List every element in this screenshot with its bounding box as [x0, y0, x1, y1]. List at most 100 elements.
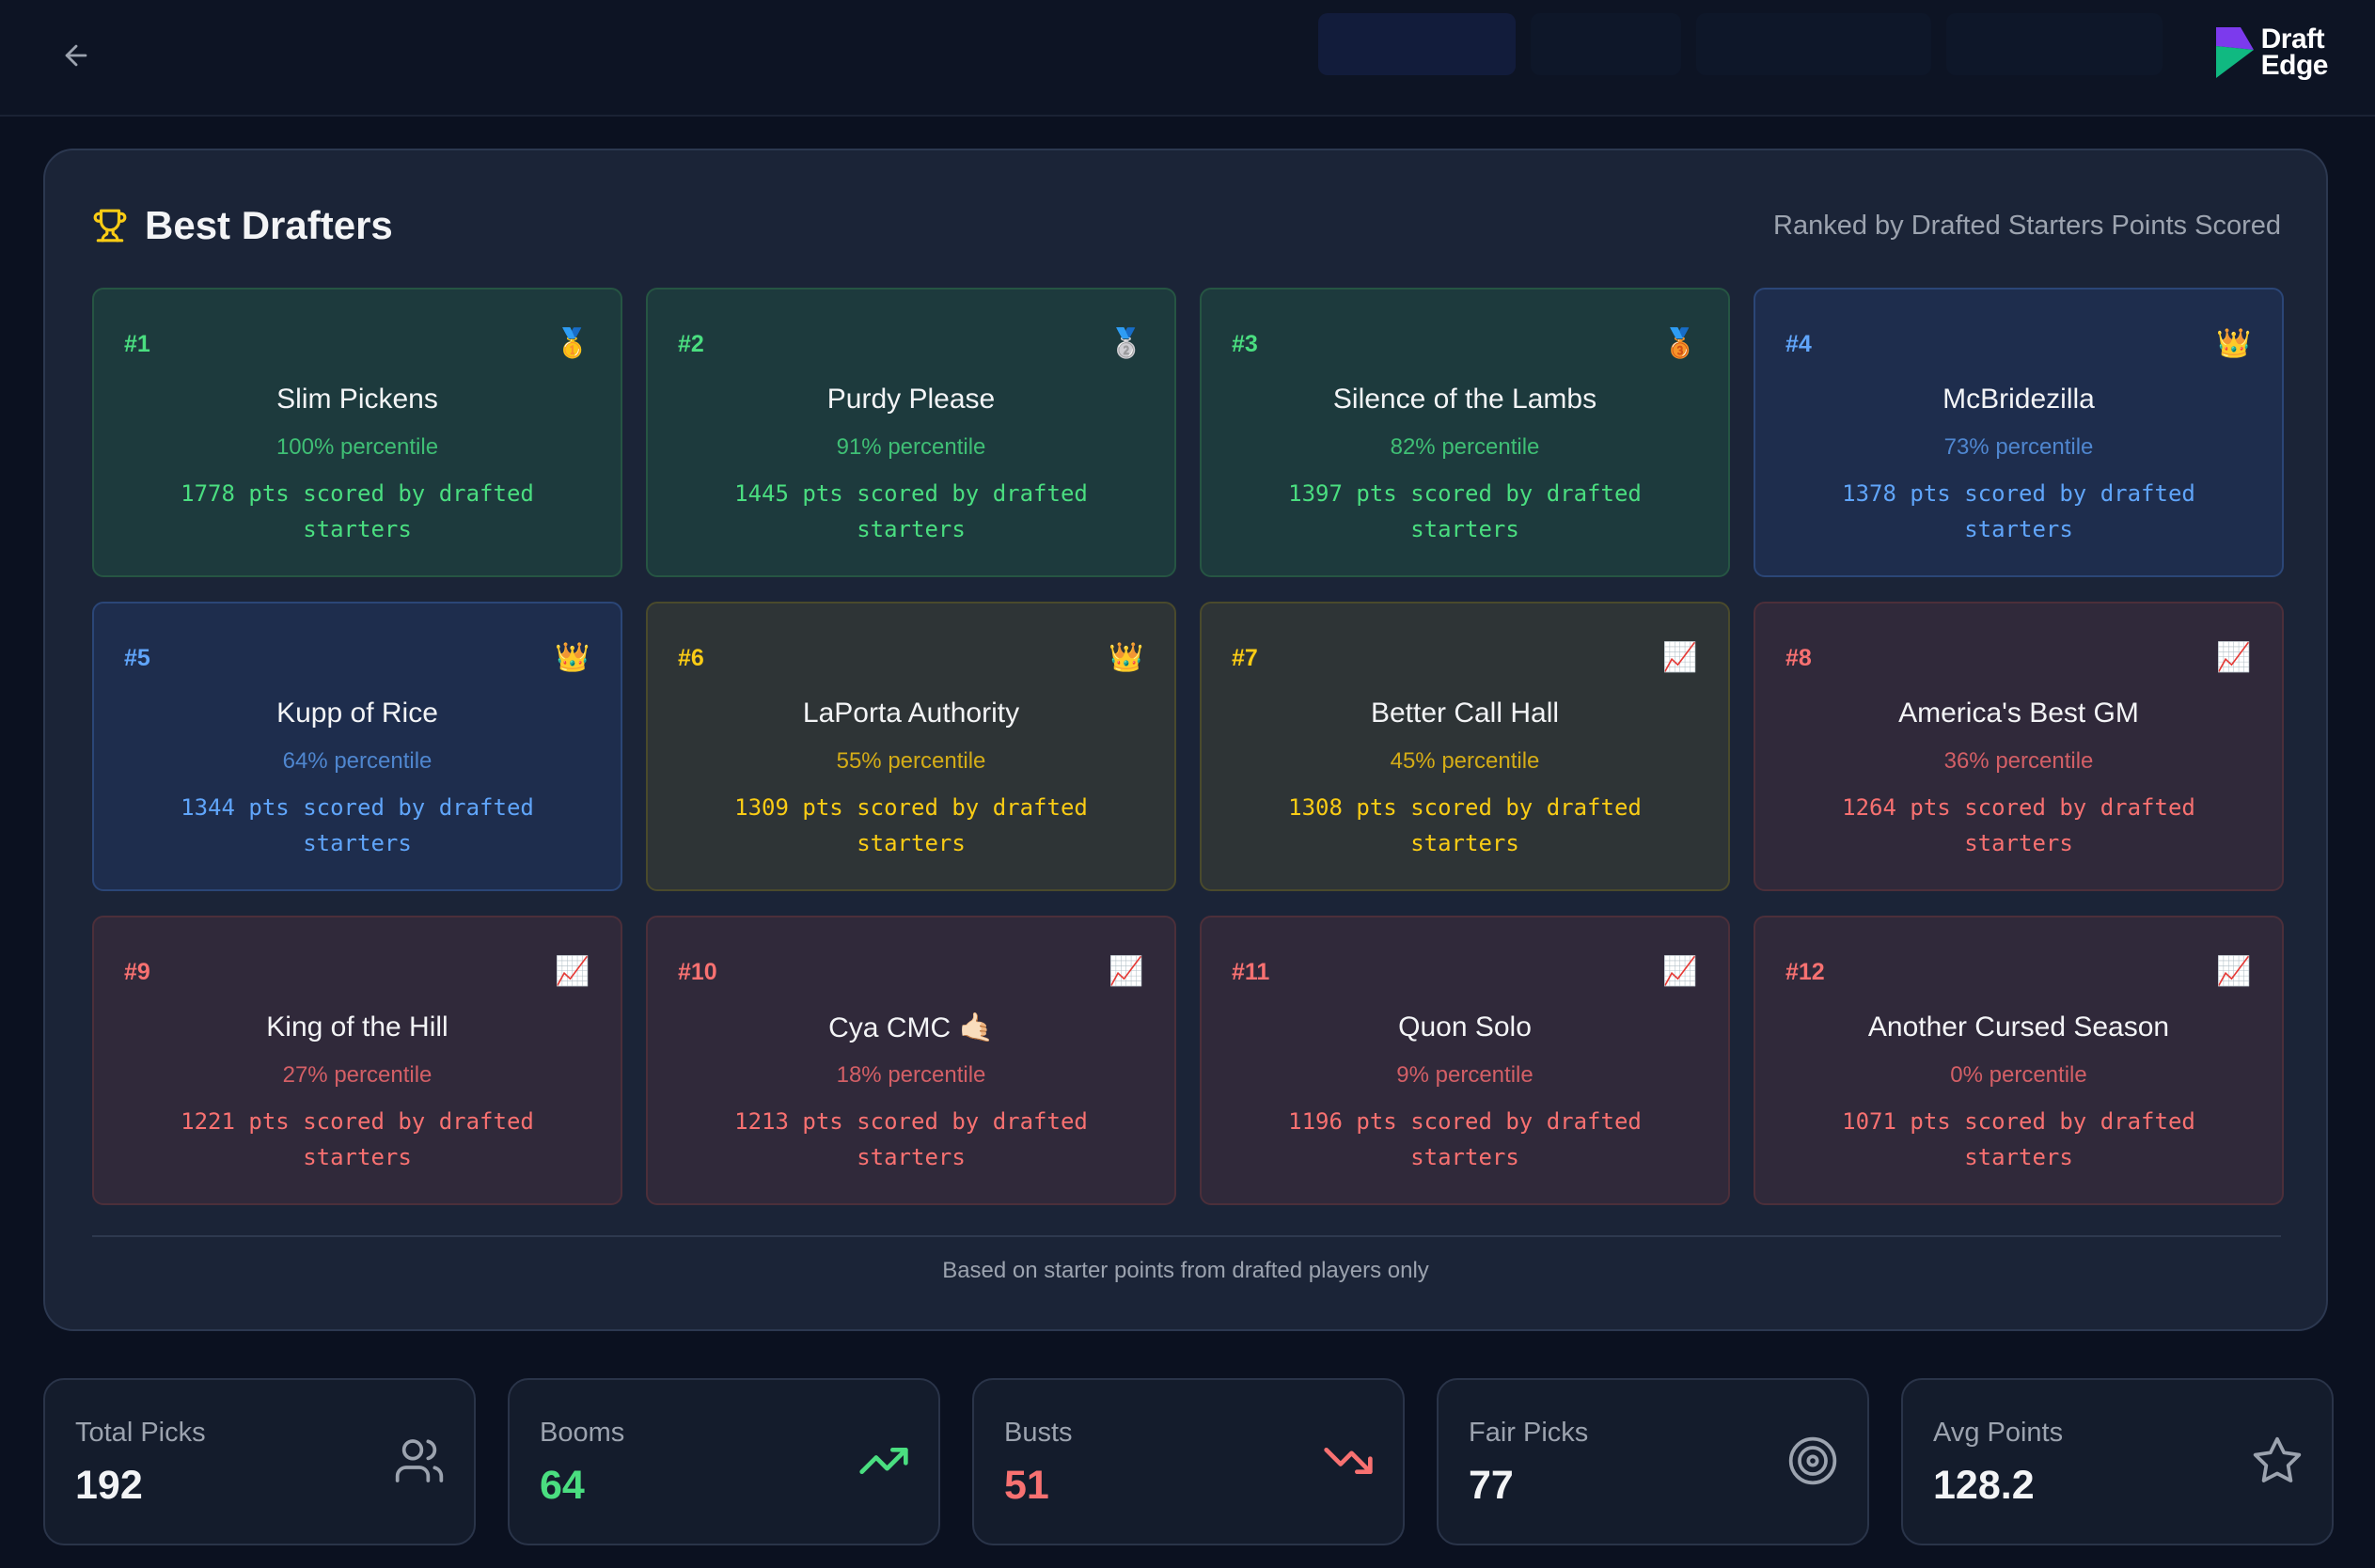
- drafter-rank: #4: [1785, 331, 1812, 357]
- drafter-rank: #5: [124, 645, 150, 671]
- stat-card-booms: Booms 64: [508, 1378, 940, 1545]
- drafter-rank: #11: [1232, 959, 1270, 985]
- silver-medal-icon: 🥈: [1109, 327, 1144, 359]
- drafter-name: Better Call Hall: [1370, 698, 1560, 729]
- drafter-name: LaPorta Authority: [802, 698, 1020, 729]
- drafter-points: 1264 pts scored by drafted starters: [1842, 794, 2195, 856]
- obscured-tab-1[interactable]: [1318, 13, 1516, 75]
- panel-header: Best Drafters: [92, 203, 393, 248]
- drafter-percentile: 55% percentile: [836, 748, 986, 774]
- trophy-icon: [93, 209, 127, 243]
- drafter-rank: #1: [124, 331, 150, 357]
- drafter-card[interactable]: #12 📈 Another Cursed Season 0% percentile 10…: [1754, 916, 2284, 1205]
- stat-label: Total Picks: [75, 1418, 206, 1448]
- bronze-medal-icon: 🥉: [1662, 327, 1698, 359]
- panel-title: Best Drafters: [145, 203, 393, 247]
- drafter-percentile: 9% percentile: [1396, 1062, 1534, 1088]
- crown-icon: 👑: [2216, 327, 2252, 359]
- drafter-card[interactable]: #9 📈 King of the Hill 27% percentile 1221 pt…: [92, 916, 622, 1205]
- drafter-card[interactable]: #5 👑 Kupp of Rice 64% percentile 1344 pts sc…: [92, 602, 622, 891]
- drafter-points: 1213 pts scored by drafted starters: [734, 1108, 1088, 1170]
- chart-increasing-icon: 📈: [1109, 955, 1144, 987]
- panel-footnote: Based on starter points from drafted pla…: [942, 1258, 1429, 1283]
- drafter-points: 1309 pts scored by drafted starters: [734, 794, 1088, 856]
- drafter-rank: #3: [1232, 331, 1258, 357]
- logo-text: Draft Edge: [2260, 24, 2329, 81]
- stat-card-busts: Busts 51: [972, 1378, 1405, 1545]
- stat-value: 192: [75, 1463, 143, 1508]
- drafter-card[interactable]: #6 👑 LaPorta Authority 55% percentile 1309 p…: [646, 602, 1176, 891]
- drafter-rank: #10: [678, 959, 717, 985]
- stat-value: 128.2: [1933, 1463, 2035, 1508]
- trending-up-icon: [859, 1448, 908, 1474]
- arrow-left-icon: [65, 44, 87, 67]
- best-drafters-panel: Best Drafters Ranked by Drafted Starters…: [43, 149, 2328, 1331]
- stat-card-avg-points: Avg Points 128.2: [1901, 1378, 2334, 1545]
- drafter-card[interactable]: #4 👑 McBridezilla 73% percentile 1378 pts sc…: [1754, 288, 2284, 577]
- drafter-points: 1378 pts scored by drafted starters: [1842, 480, 2195, 542]
- drafter-points: 1221 pts scored by drafted starters: [181, 1108, 534, 1170]
- stat-label: Fair Picks: [1469, 1418, 1589, 1448]
- obscured-tab-4[interactable]: [1946, 13, 2163, 75]
- star-icon: [2253, 1436, 2302, 1482]
- drafter-card[interactable]: #8 📈 America's Best GM 36% percentile 1264 p…: [1754, 602, 2284, 891]
- chart-increasing-icon: 📈: [2216, 641, 2252, 673]
- drafter-name: Another Cursed Season: [1867, 1011, 2170, 1043]
- drafter-name: Cya CMC 🤙🏻: [828, 1012, 994, 1043]
- drafter-percentile: 27% percentile: [282, 1062, 433, 1088]
- drafter-card[interactable]: #1 🥇 Slim Pickens 100% percentile 1778 pts s…: [92, 288, 622, 577]
- stat-label: Booms: [540, 1418, 625, 1448]
- trending-down-icon: [1324, 1448, 1373, 1474]
- drafter-percentile: 73% percentile: [1943, 434, 2094, 460]
- drafter-card[interactable]: #2 🥈 Purdy Please 91% percentile 1445 pts sc…: [646, 288, 1176, 577]
- drafter-percentile: 0% percentile: [1950, 1062, 2087, 1088]
- drafter-card[interactable]: #7 📈 Better Call Hall 45% percentile 1308 pt…: [1200, 602, 1730, 891]
- obscured-tab-3[interactable]: [1696, 13, 1931, 75]
- drafter-points: 1445 pts scored by drafted starters: [734, 480, 1088, 542]
- drafter-card[interactable]: #10 📈 Cya CMC 🤙🏻 18% percentile 1213 pts sco…: [646, 916, 1176, 1205]
- drafter-percentile: 100% percentile: [275, 434, 439, 460]
- drafter-rank: #6: [678, 645, 704, 671]
- back-button[interactable]: [53, 32, 100, 79]
- stat-value: 77: [1469, 1463, 1514, 1508]
- drafter-points: 1778 pts scored by drafted starters: [181, 480, 534, 542]
- logo-line-2: Edge: [2260, 50, 2329, 81]
- drafter-rank: #9: [124, 959, 150, 985]
- stats-row: Total Picks 192 Booms 64 Busts 51 Fair P…: [43, 1378, 2334, 1545]
- drafter-name: McBridezilla: [1942, 384, 2095, 415]
- drafter-percentile: 18% percentile: [836, 1062, 986, 1088]
- logo-line-1: Draft: [2260, 24, 2325, 55]
- chart-increasing-icon: 📈: [1662, 955, 1698, 987]
- drafter-percentile: 36% percentile: [1943, 748, 2094, 774]
- crown-icon: 👑: [555, 641, 590, 673]
- drafter-points: 1196 pts scored by drafted starters: [1288, 1108, 1642, 1170]
- drafter-name: Quon Solo: [1398, 1011, 1532, 1043]
- gold-medal-icon: 🥇: [555, 327, 590, 359]
- chart-increasing-icon: 📈: [1662, 641, 1698, 673]
- drafter-rank: #2: [678, 331, 704, 357]
- drafter-name: America's Best GM: [1898, 698, 2139, 729]
- stat-card-fair-picks: Fair Picks 77: [1437, 1378, 1869, 1545]
- logo-mark-icon: [2215, 27, 2254, 78]
- drafter-card[interactable]: #11 📈 Quon Solo 9% percentile 1196 pts score…: [1200, 916, 1730, 1205]
- stat-value: 64: [540, 1463, 585, 1508]
- draft-edge-logo: Draft Edge: [2215, 24, 2329, 81]
- drafter-points: 1397 pts scored by drafted starters: [1288, 480, 1642, 542]
- drafter-percentile: 64% percentile: [282, 748, 433, 774]
- drafter-points: 1308 pts scored by drafted starters: [1288, 794, 1642, 856]
- drafter-percentile: 82% percentile: [1390, 434, 1540, 460]
- top-bar: Draft Edge: [0, 0, 2375, 117]
- drafter-name: Purdy Please: [826, 384, 996, 415]
- drafter-points: 1071 pts scored by drafted starters: [1842, 1108, 2195, 1170]
- drafter-rank: #12: [1785, 959, 1825, 985]
- drafter-name: Silence of the Lambs: [1332, 384, 1597, 415]
- drafter-percentile: 45% percentile: [1390, 748, 1540, 774]
- drafter-name: Kupp of Rice: [276, 698, 438, 729]
- drafter-rank: #7: [1232, 645, 1258, 671]
- obscured-tab-2[interactable]: [1531, 13, 1681, 75]
- drafter-card[interactable]: #3 🥉 Silence of the Lambs 82% percentile 139…: [1200, 288, 1730, 577]
- target-icon: [1788, 1436, 1837, 1485]
- crown-icon: 👑: [1109, 641, 1144, 673]
- drafter-grid: #1 🥇 Slim Pickens 100% percentile 1778 pts s…: [92, 288, 2284, 1205]
- panel-subtitle: Ranked by Drafted Starters Points Scored: [1773, 211, 2281, 241]
